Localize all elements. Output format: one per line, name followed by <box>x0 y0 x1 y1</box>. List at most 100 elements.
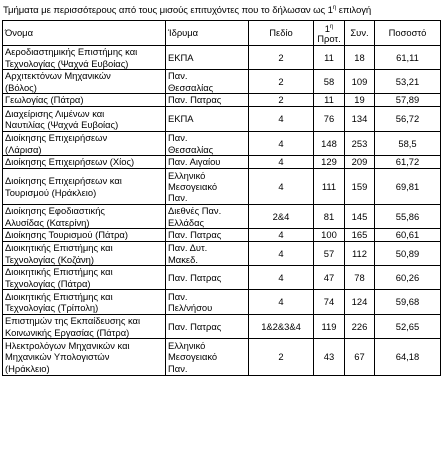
cell-total: 145 <box>344 204 375 229</box>
cell-total: 18 <box>344 45 375 70</box>
cell-field: 2 <box>248 93 314 107</box>
cell-percent: 58,5 <box>374 131 441 156</box>
cell-first-preference: 47 <box>313 265 345 290</box>
cell-field: 1&2&3&4 <box>248 314 314 339</box>
cell-first-preference: 11 <box>313 93 345 107</box>
cell-percent: 50,89 <box>374 241 441 266</box>
cell-total: 78 <box>344 265 375 290</box>
cell-first-preference: 57 <box>313 241 345 266</box>
caption-text: Τμήματα με περισσότερους από τους μισούς… <box>3 5 333 17</box>
table-row: Διοίκησης Εφοδιαστικής Αλυσίδας (Κατερίνη… <box>2 204 441 229</box>
cell-total: 165 <box>344 228 375 242</box>
cell-first-preference: 119 <box>313 314 345 339</box>
table-row: Αεροδιαστημικής Επιστήμης και Τεχνολογίας… <box>2 45 441 70</box>
cell-total: 112 <box>344 241 375 266</box>
cell-institution: Παν. Θεσσαλίας <box>165 131 249 156</box>
cell-department-name: Διοικητικής Επιστήμης και Τεχνολογίας (Πά… <box>2 265 166 290</box>
cell-first-preference: 76 <box>313 106 345 132</box>
cell-department-name: Διοίκησης Τουρισμού (Πάτρα) <box>2 228 166 242</box>
cell-institution: Παν. Πατρας <box>165 93 249 107</box>
cell-institution: Παν. Δυτ. Μακεδ. <box>165 241 249 266</box>
cell-percent: 53,21 <box>374 69 441 94</box>
cell-department-name: Αρχιτεκτόνων Μηχανικών (Βόλος) <box>2 69 166 94</box>
cell-total: 109 <box>344 69 375 94</box>
cell-total: 134 <box>344 106 375 132</box>
cell-percent: 55,86 <box>374 204 441 229</box>
table-row: Διοικητικής Επιστήμης και Τεχνολογίας (Κο… <box>2 241 441 266</box>
cell-institution: Ελληνικό Μεσογειακό Παν. <box>165 168 249 205</box>
cell-institution: Παν. Θεσσαλίας <box>165 69 249 94</box>
table-row: Διαχείρισης Λιμένων και Ναυτιλίας (Ψαχνά … <box>2 106 441 132</box>
cell-first-preference: 11 <box>313 45 345 70</box>
cell-field: 2 <box>248 338 314 376</box>
cell-department-name: Διοίκησης Εφοδιαστικής Αλυσίδας (Κατερίνη… <box>2 204 166 229</box>
cell-percent: 61,11 <box>374 45 441 70</box>
table-row: Διοίκησης Επιχειρήσεων (Λάρισα) Παν. Θεσσαλ… <box>2 131 441 156</box>
column-header-first-preference: 1η Προτ. <box>313 20 345 46</box>
cell-department-name: Διοικητικής Επιστήμης και Τεχνολογίας (Τρ… <box>2 289 166 315</box>
cell-total: 19 <box>344 93 375 107</box>
table-row: Ηλεκτρολόγων Μηχανικών και Μηχανικών Υπολ… <box>2 338 441 376</box>
cell-field: 4 <box>248 241 314 266</box>
cell-institution: Παν. Πελ/νήσου <box>165 289 249 315</box>
cell-field: 4 <box>248 228 314 242</box>
cell-institution: ΕΚΠΑ <box>165 45 249 70</box>
cell-field: 2 <box>248 45 314 70</box>
cell-percent: 52,65 <box>374 314 441 339</box>
cell-first-preference: 129 <box>313 155 345 169</box>
column-header-total: Συν. <box>344 20 375 46</box>
cell-first-preference: 100 <box>313 228 345 242</box>
table-row: Επιστημών της Εκπαίδευσης και Κοινωνικής … <box>2 314 441 339</box>
cell-institution: Παν. Πατρας <box>165 314 249 339</box>
cell-percent: 64,18 <box>374 338 441 376</box>
cell-institution: Παν. Πατρας <box>165 265 249 290</box>
table-row: Διοίκησης Τουρισμού (Πάτρα) Παν. Πατρας 4 1… <box>2 228 441 242</box>
column-header-field: Πεδίο <box>248 20 314 46</box>
table-row: Αρχιτεκτόνων Μηχανικών (Βόλος) Παν. Θεσσαλί… <box>2 69 441 94</box>
cell-institution: Ελληνικό Μεσογειακό Παν. <box>165 338 249 376</box>
cell-department-name: Διοικητικής Επιστήμης και Τεχνολογίας (Κο… <box>2 241 166 266</box>
cell-field: 2 <box>248 69 314 94</box>
cell-total: 253 <box>344 131 375 156</box>
cell-first-preference: 43 <box>313 338 345 376</box>
caption-superscript: η <box>332 5 337 11</box>
column-header-institution: Ίδρυμα <box>165 20 249 46</box>
caption-suffix: επιλογή <box>336 5 372 17</box>
cell-first-preference: 81 <box>313 204 345 229</box>
cell-department-name: Διοίκησης Επιχειρήσεων (Χίος) <box>2 155 166 169</box>
cell-percent: 61,72 <box>374 155 441 169</box>
cell-institution: ΕΚΠΑ <box>165 106 249 132</box>
cell-field: 4 <box>248 155 314 169</box>
cell-department-name: Διοίκησης Επιχειρήσεων (Λάρισα) <box>2 131 166 156</box>
cell-first-preference: 74 <box>313 289 345 315</box>
cell-department-name: Επιστημών της Εκπαίδευσης και Κοινωνικής … <box>2 314 166 339</box>
cell-institution: Διεθνές Παν. Ελλάδας <box>165 204 249 229</box>
table-row: Διοίκησης Επιχειρήσεων (Χίος) Παν. Αιγαίο… <box>2 155 441 169</box>
cell-percent: 60,26 <box>374 265 441 290</box>
cell-total: 159 <box>344 168 375 205</box>
table-row: Διοίκησης Επιχειρήσεων και Τουρισμού (Ηρά… <box>2 168 441 205</box>
cell-field: 2&4 <box>248 204 314 229</box>
cell-field: 4 <box>248 265 314 290</box>
cell-field: 4 <box>248 168 314 205</box>
cell-total: 226 <box>344 314 375 339</box>
cell-percent: 59,68 <box>374 289 441 315</box>
cell-total: 124 <box>344 289 375 315</box>
cell-department-name: Διοίκησης Επιχειρήσεων και Τουρισμού (Ηρά… <box>2 168 166 205</box>
table-row: Διοικητικής Επιστήμης και Τεχνολογίας (Τρ… <box>2 289 441 315</box>
table-header-row: Όνομα Ίδρυμα Πεδίο 1η Προτ. Συν. Ποσοστό <box>2 20 441 46</box>
cell-first-preference: 58 <box>313 69 345 94</box>
cell-first-preference: 111 <box>313 168 345 205</box>
cell-percent: 57,89 <box>374 93 441 107</box>
table-row: Γεωλογίας (Πάτρα) Παν. Πατρας 2 11 19 57,89 <box>2 93 441 107</box>
cell-percent: 69,81 <box>374 168 441 205</box>
cell-percent: 60,61 <box>374 228 441 242</box>
cell-field: 4 <box>248 106 314 132</box>
column-header-name: Όνομα <box>2 20 166 46</box>
cell-department-name: Αεροδιαστημικής Επιστήμης και Τεχνολογίας… <box>2 45 166 70</box>
departments-table: Όνομα Ίδρυμα Πεδίο 1η Προτ. Συν. Ποσοστό … <box>2 20 441 376</box>
table-row: Διοικητικής Επιστήμης και Τεχνολογίας (Πά… <box>2 265 441 290</box>
table-caption: Τμήματα με περισσότερους από τους μισούς… <box>3 2 371 17</box>
cell-total: 209 <box>344 155 375 169</box>
cell-department-name: Διαχείρισης Λιμένων και Ναυτιλίας (Ψαχνά … <box>2 106 166 132</box>
